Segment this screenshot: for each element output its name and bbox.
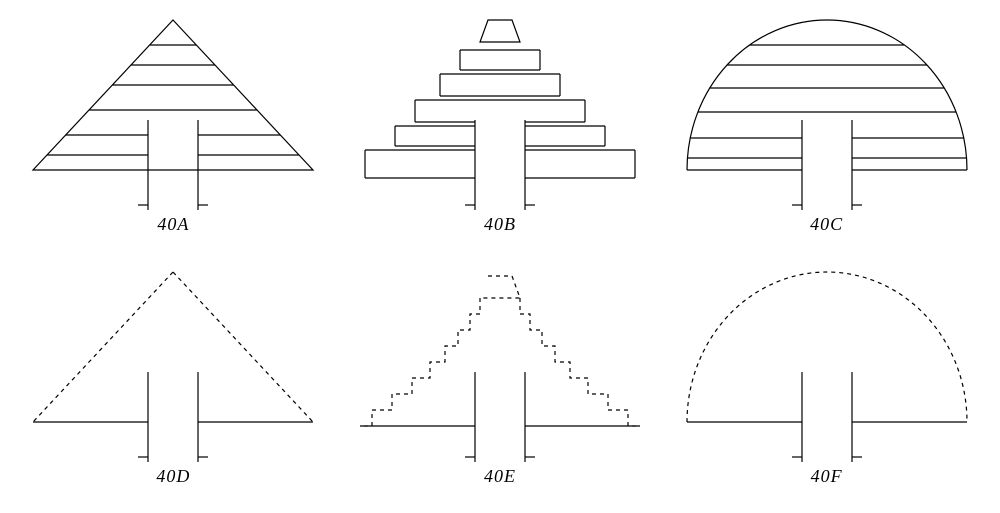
figure-label-40a: 40A [157, 214, 189, 235]
figure-svg-40c [677, 10, 977, 210]
figure-cell-40d: 40D [20, 262, 327, 504]
figure-label-40e: 40E [484, 466, 516, 487]
figure-cell-40e: 40E [347, 262, 654, 504]
figure-cell-40a: 40A [20, 10, 327, 252]
figure-cell-40f: 40F [673, 262, 980, 504]
figure-label-40b: 40B [484, 214, 516, 235]
figure-grid: 40A 40B 40C 40D 40E 40F [0, 0, 1000, 513]
figure-page: 40A 40B 40C 40D 40E 40F [0, 0, 1000, 513]
figure-label-40d: 40D [156, 466, 190, 487]
figure-svg-40b [350, 10, 650, 210]
figure-svg-40a [23, 10, 323, 210]
figure-svg-40f [677, 262, 977, 462]
figure-cell-40c: 40C [673, 10, 980, 252]
figure-svg-40e [350, 262, 650, 462]
figure-cell-40b: 40B [347, 10, 654, 252]
figure-label-40c: 40C [810, 214, 843, 235]
figure-label-40f: 40F [811, 466, 843, 487]
figure-svg-40d [23, 262, 323, 462]
